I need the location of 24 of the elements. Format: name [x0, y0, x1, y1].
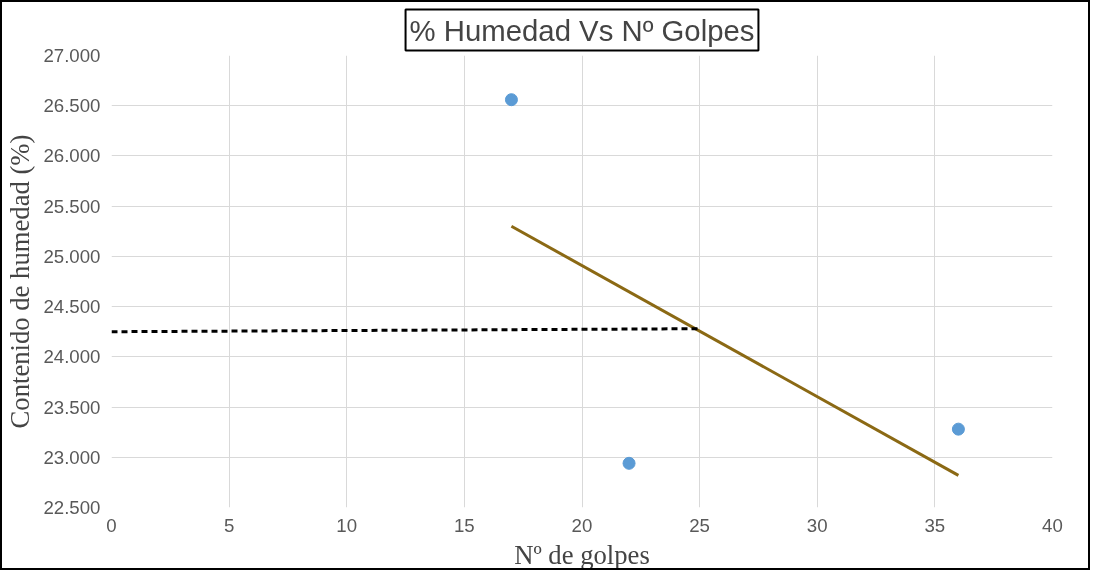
chart-title: % Humedad Vs Nº Golpes: [409, 13, 755, 47]
y-tick-label: 24.000: [43, 346, 101, 368]
x-tick-label: 20: [571, 514, 593, 536]
point: [951, 422, 965, 436]
y-tick-label: 24.500: [43, 296, 101, 318]
y-tick-label: 23.500: [43, 396, 101, 418]
y-tick-label: 25.500: [43, 195, 101, 217]
y-tick-label: 22.500: [43, 497, 101, 518]
x-tick-label: 10: [336, 514, 358, 536]
x-tick-label: 15: [454, 514, 475, 536]
x-tick-label: 25: [689, 514, 711, 536]
point: [622, 456, 636, 470]
x-tick-label: 0: [106, 514, 117, 536]
y-axis-title: Contenido de humedad (%): [5, 134, 36, 429]
y-tick-label: 26.500: [43, 95, 101, 117]
x-tick-label: 30: [806, 514, 828, 536]
x-tick-label: 40: [1042, 514, 1063, 536]
y-tick-label: 27.000: [43, 45, 101, 66]
point: [504, 93, 518, 107]
y-tick-label: 25.000: [43, 245, 101, 267]
x-tick-label: 35: [924, 514, 946, 536]
y-tick-label: 23.000: [43, 446, 101, 468]
x-tick-label: 5: [223, 514, 235, 536]
y-tick-label: 26.000: [43, 145, 101, 167]
